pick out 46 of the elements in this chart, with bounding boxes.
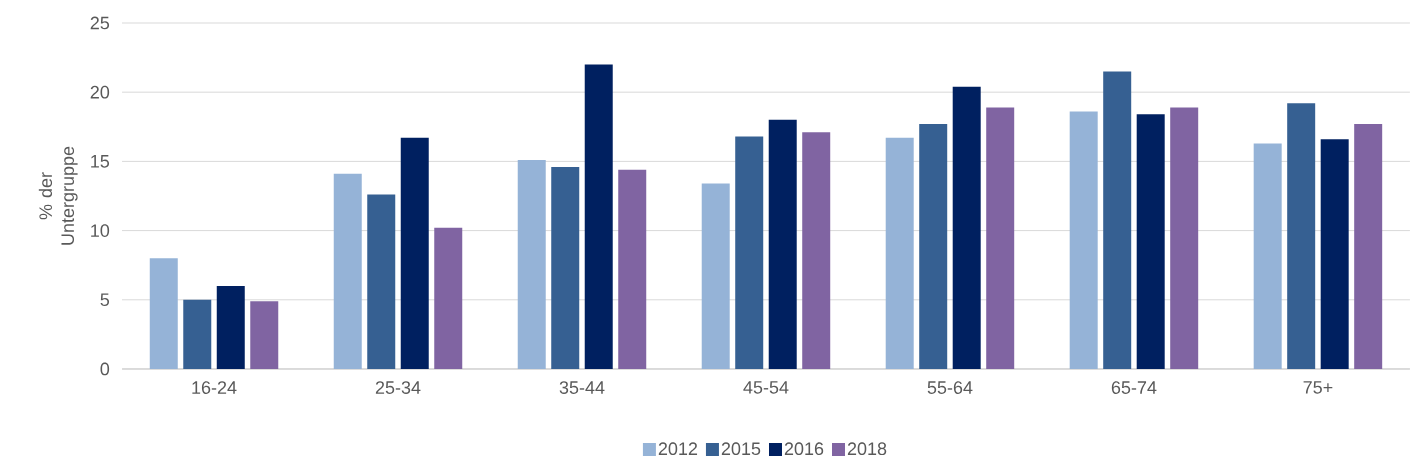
bar bbox=[551, 166, 580, 369]
bar bbox=[333, 173, 362, 369]
legend-label: 2018 bbox=[847, 442, 887, 456]
bar bbox=[400, 137, 429, 369]
x-tick-label: 25-34 bbox=[375, 381, 421, 394]
bar bbox=[701, 183, 730, 369]
legend-label: 2015 bbox=[721, 442, 761, 456]
y-tick-label: 10 bbox=[91, 224, 110, 237]
bar bbox=[250, 301, 279, 369]
y-tick-label: 0 bbox=[100, 362, 110, 376]
y-tick-label: 20 bbox=[90, 85, 110, 99]
bar bbox=[802, 132, 831, 369]
x-tick-label: 45-54 bbox=[743, 381, 789, 394]
bar bbox=[1320, 139, 1349, 369]
x-tick-label: 75+ bbox=[1303, 381, 1333, 394]
bar bbox=[952, 86, 981, 369]
bar bbox=[149, 258, 178, 369]
bar bbox=[768, 119, 797, 369]
bar bbox=[183, 299, 212, 369]
bar bbox=[434, 227, 463, 369]
bar bbox=[919, 124, 948, 369]
x-tick-label: 35-44 bbox=[559, 381, 605, 394]
bar bbox=[1253, 143, 1282, 369]
y-tick-label: 25 bbox=[90, 16, 110, 30]
bar bbox=[1103, 71, 1132, 369]
y-tick-label: 15 bbox=[91, 155, 110, 168]
bar bbox=[1136, 114, 1165, 369]
y-tick-label: 5 bbox=[100, 293, 110, 307]
bar bbox=[986, 107, 1015, 369]
bar bbox=[1069, 111, 1098, 369]
bar bbox=[1170, 107, 1199, 369]
legend-label: 2012 bbox=[658, 442, 698, 456]
x-tick-label: 16-24 bbox=[192, 381, 237, 394]
y-axis-title: % der Untergruppe bbox=[38, 146, 78, 245]
bar bbox=[618, 169, 647, 369]
bar bbox=[584, 64, 613, 369]
bar bbox=[367, 194, 396, 369]
bar bbox=[517, 160, 546, 369]
x-tick-label: 55-64 bbox=[927, 381, 973, 394]
bar bbox=[735, 136, 764, 369]
bar bbox=[1287, 103, 1316, 369]
bar bbox=[885, 137, 914, 369]
bar bbox=[216, 285, 245, 369]
x-tick-label: 65-74 bbox=[1111, 381, 1157, 394]
legend-label: 2016 bbox=[784, 442, 824, 456]
bar bbox=[1354, 124, 1383, 369]
